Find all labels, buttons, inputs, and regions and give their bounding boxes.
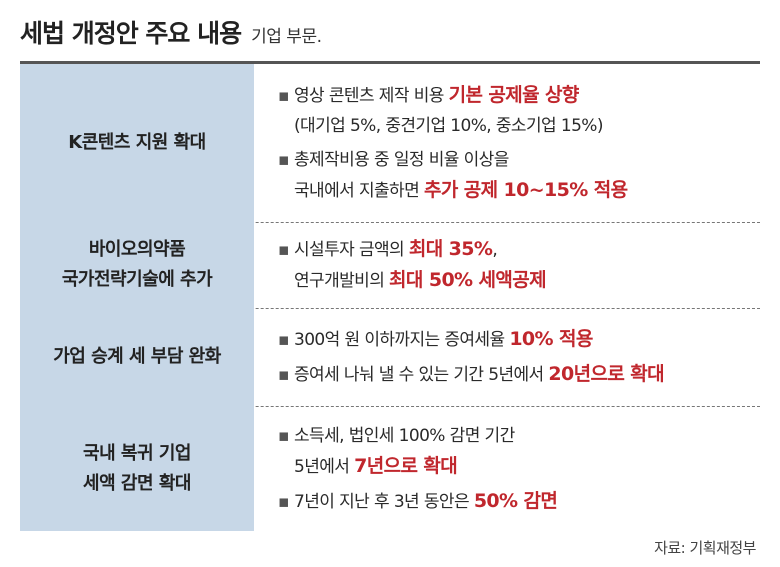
item-text: 7년이 지난 후 3년 동안은 [294,491,474,512]
category-label: 가업 승계 세 부담 완화 [53,346,221,367]
item-highlight: 최대 35% [408,238,493,260]
details-cell: ▪ 시설투자 금액의 최대 35%, 연구개발비의 최대 50% 세액공제 [278,222,760,308]
item-text: 시설투자 금액의 [294,240,409,260]
bullet-icon: ▪ [278,150,290,170]
list-item: ▪ 소득세, 법인세 100% 감면 기간 5년에서 7년으로 확대 [278,421,760,482]
item-highlight: 50% 감면 [473,489,558,512]
category-cell: K콘텐츠 지원 확대 [20,64,254,222]
category-cell: 바이오의약품 국가전략기술에 추가 [20,222,254,308]
category-label: 바이오의약품 국가전략기술에 추가 [61,239,213,290]
list-item: ▪ 7년이 지난 후 3년 동안은 50% 감면 [278,486,760,517]
details-cell: ▪ 영상 콘텐츠 제작 비용 기본 공제율 상향 (대기업 5%, 중견기업 10… [278,64,760,222]
item-text: 소득세, 법인세 100% 감면 기간 [294,425,515,446]
item-text: 5년에서 [294,456,355,477]
item-text: 영상 콘텐츠 제작 비용 [294,86,449,106]
details-cell: ▪ 소득세, 법인세 100% 감면 기간 5년에서 7년으로 확대 ▪ 7년이 지… [278,406,760,531]
list-item: ▪ 300억 원 이하까지는 증여세율 10% 적용 [278,324,760,355]
table-row: 국내 복귀 기업 세액 감면 확대 ▪ 소득세, 법인세 100% 감면 기간 5… [20,406,760,531]
item-highlight: 최대 50% 세액공제 [389,269,547,291]
item-text: (대기업 5%, 중견기업 10%, 중소기업 15%) [294,116,603,136]
list-item: ▪ 총제작비용 중 일정 비율 이상을 국내에서 지출하면 추가 공제 10~15… [278,145,760,206]
category-cell: 가업 승계 세 부담 완화 [20,308,254,406]
top-divider [20,61,760,64]
item-highlight: 7년으로 확대 [354,454,458,477]
header: 세법 개정안 주요 내용 기업 부문. [20,14,322,54]
summary-table: K콘텐츠 지원 확대 ▪ 영상 콘텐츠 제작 비용 기본 공제율 상향 (대기업 … [20,64,760,531]
item-text: 300억 원 이하까지는 증여세율 [294,330,510,350]
category-label: 국내 복귀 기업 세액 감면 확대 [83,442,191,494]
item-highlight: 10% 적용 [509,328,593,350]
bullet-icon: ▪ [278,425,290,446]
category-label: K콘텐츠 지원 확대 [68,132,206,153]
item-highlight: 20년으로 확대 [548,363,665,385]
bullet-icon: ▪ [278,330,290,350]
table-row: K콘텐츠 지원 확대 ▪ 영상 콘텐츠 제작 비용 기본 공제율 상향 (대기업 … [20,64,760,223]
page-subtitle: 기업 부문. [251,27,322,47]
bullet-icon: ▪ [278,86,290,106]
item-highlight: 추가 공제 10~15% 적용 [423,179,628,201]
list-item: ▪ 영상 콘텐츠 제작 비용 기본 공제율 상향 (대기업 5%, 중견기업 10… [278,80,760,141]
bullet-icon: ▪ [278,240,290,260]
table-row: 가업 승계 세 부담 완화 ▪ 300억 원 이하까지는 증여세율 10% 적용 … [20,308,760,407]
category-cell: 국내 복귀 기업 세액 감면 확대 [20,406,254,531]
table-row: 바이오의약품 국가전략기술에 추가 ▪ 시설투자 금액의 최대 35%, 연구개발… [20,222,760,309]
details-cell: ▪ 300억 원 이하까지는 증여세율 10% 적용 ▪ 증여세 나눠 낼 수 있는… [278,308,760,406]
item-text: 총제작비용 중 일정 비율 이상을 [294,150,509,170]
page-title: 세법 개정안 주요 내용 [20,19,242,48]
item-text: 국내에서 지출하면 [294,181,424,201]
source-credit: 자료: 기획재정부 [654,539,756,557]
item-text: 증여세 나눠 낼 수 있는 기간 5년에서 [294,365,549,385]
bullet-icon: ▪ [278,365,290,385]
list-item: ▪ 시설투자 금액의 최대 35%, 연구개발비의 최대 50% 세액공제 [278,234,760,296]
item-highlight: 기본 공제율 상향 [448,84,580,106]
bullet-icon: ▪ [278,491,290,512]
list-item: ▪ 증여세 나눠 낼 수 있는 기간 5년에서 20년으로 확대 [278,359,760,390]
item-text: , [492,240,498,260]
item-text: 연구개발비의 [294,271,390,291]
